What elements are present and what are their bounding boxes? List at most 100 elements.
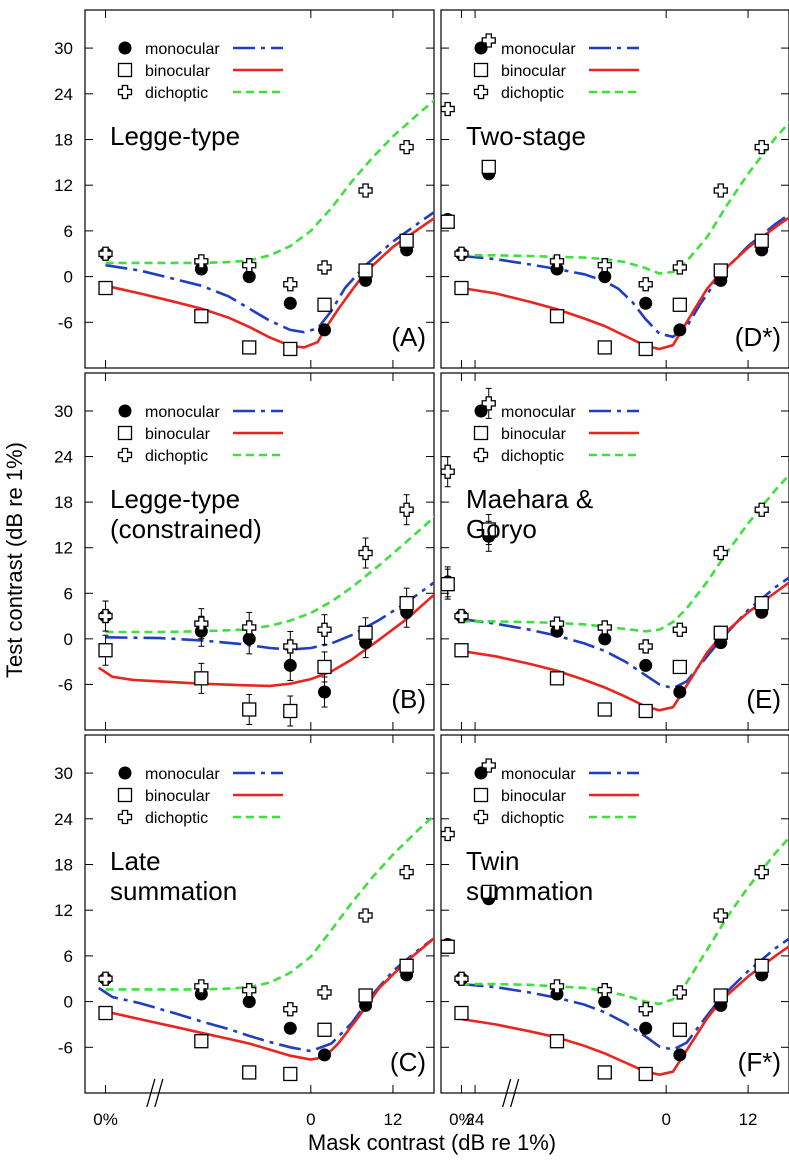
x-axis-label: Mask contrast (dB re 1%) [308,1130,556,1155]
data-point-dichoptic [242,983,257,998]
panel-a: -6 0 6 12 18 24 30 monocular binocular dichoptic L… [54,9,496,369]
y-tick-label: 6 [64,584,73,603]
legend-marker-binocular [117,62,133,78]
data-point-binocular [713,263,728,278]
data-point-monocular [242,270,256,284]
data-point-dichoptic [481,758,496,773]
data-point-dichoptic [597,620,612,635]
data-point-monocular [242,995,256,1009]
legend-marker-monocular [118,766,132,780]
panel-frame [440,9,789,369]
panel-f: monocular binocular dichoptic Twinsummation… [440,734,789,1094]
legend: monocular binocular dichoptic [117,766,283,827]
data-point-binocular [597,702,612,717]
legend-label-dichoptic: dichoptic [145,85,208,102]
legend-marker-monocular [474,41,488,55]
panel-c: -6 0 6 12 18 24 30 monocular binocular dichoptic L… [54,734,496,1094]
legend-marker-binocular [473,787,489,803]
data-point-dichoptic [638,1002,653,1017]
model-name: summation [466,876,593,906]
data-point-binocular [481,884,496,900]
data-point-binocular [440,577,455,592]
panel-label: (F*) [738,1047,781,1077]
data-point-binocular [754,596,769,611]
data-point-dichoptic [481,33,496,48]
data-point-binocular [358,625,373,640]
y-tick-label: 0 [64,268,73,287]
data-point-binocular [317,297,332,312]
data-markers [454,502,769,719]
panel-label: (A) [391,322,426,352]
data-point-binocular [672,1022,687,1037]
legend: monocular binocular dichoptic [473,766,639,827]
model-curve-binocular [461,215,789,351]
data-markers [98,758,496,1082]
legend-label-binocular: binocular [145,788,211,805]
data-point-binocular [597,340,612,355]
data-point-binocular [440,939,455,954]
legend: monocular binocular dichoptic [473,41,639,102]
data-point-binocular [358,263,373,278]
axis-break-mark [154,1078,164,1108]
data-point-dichoptic [454,246,469,261]
data-point-dichoptic [242,258,257,273]
data-point-binocular [440,214,455,229]
legend-label-dichoptic: dichoptic [145,448,208,465]
model-name: summation [110,876,237,906]
data-point-dichoptic [549,254,565,269]
axis-break-mark [510,1078,520,1108]
y-tick-label: 18 [54,493,73,512]
data-point-binocular [358,988,373,1003]
data-point-binocular [549,1034,565,1049]
data-point-monocular [673,323,687,337]
data-point-monocular [283,658,297,672]
legend-marker-monocular [474,766,488,780]
data-point-dichoptic [399,502,414,517]
data-point-monocular [639,296,653,310]
x-tick-label: 12 [739,1110,758,1129]
legend-label-binocular: binocular [501,63,567,80]
legend: monocular binocular dichoptic [117,41,283,102]
legend-marker-dichoptic [117,809,133,825]
panel-label: (C) [390,1047,426,1077]
data-point-dichoptic [638,639,653,654]
panels: -6 0 6 12 18 24 30 monocular binocular dichoptic L… [54,9,789,1129]
y-tick-label: 18 [54,855,73,874]
data-point-dichoptic [283,277,298,292]
data-point-binocular [454,643,469,658]
data-point-dichoptic [754,864,769,880]
panel-d: monocular binocular dichoptic Two-stage (D*) [440,9,789,369]
data-point-dichoptic [194,616,209,631]
data-point-binocular [481,522,496,537]
data-point-binocular [242,1065,257,1080]
legend-marker-dichoptic [117,84,133,100]
data-point-binocular [549,309,565,324]
data-markers [454,139,769,357]
legend-marker-dichoptic [117,447,133,463]
data-point-dichoptic [713,545,728,561]
legend-label-dichoptic: dichoptic [501,85,564,102]
data-point-binocular [638,703,653,719]
data-point-binocular [597,1065,612,1080]
data-point-binocular [454,1005,469,1021]
legend-marker-dichoptic [473,84,489,100]
model-name: Twin [466,846,519,876]
data-point-binocular [672,297,687,312]
data-point-dichoptic [754,139,769,155]
data-point-binocular [549,671,565,686]
legend-marker-dichoptic [473,809,489,825]
data-point-dichoptic [672,622,687,637]
x-tick-label: 0% [449,1110,474,1129]
model-curve-monocular [105,210,434,334]
model-name: Two-stage [466,121,586,151]
data-point-dichoptic [440,826,455,842]
data-point-binocular [98,1005,113,1021]
data-point-dichoptic [454,971,469,986]
legend-label-dichoptic: dichoptic [145,810,208,827]
x-tick-label: 0 [661,1110,670,1129]
legend-marker-monocular [118,404,132,418]
data-point-monocular [639,658,653,672]
axis-break-mark [502,1078,512,1108]
y-tick-label: 6 [64,222,73,241]
